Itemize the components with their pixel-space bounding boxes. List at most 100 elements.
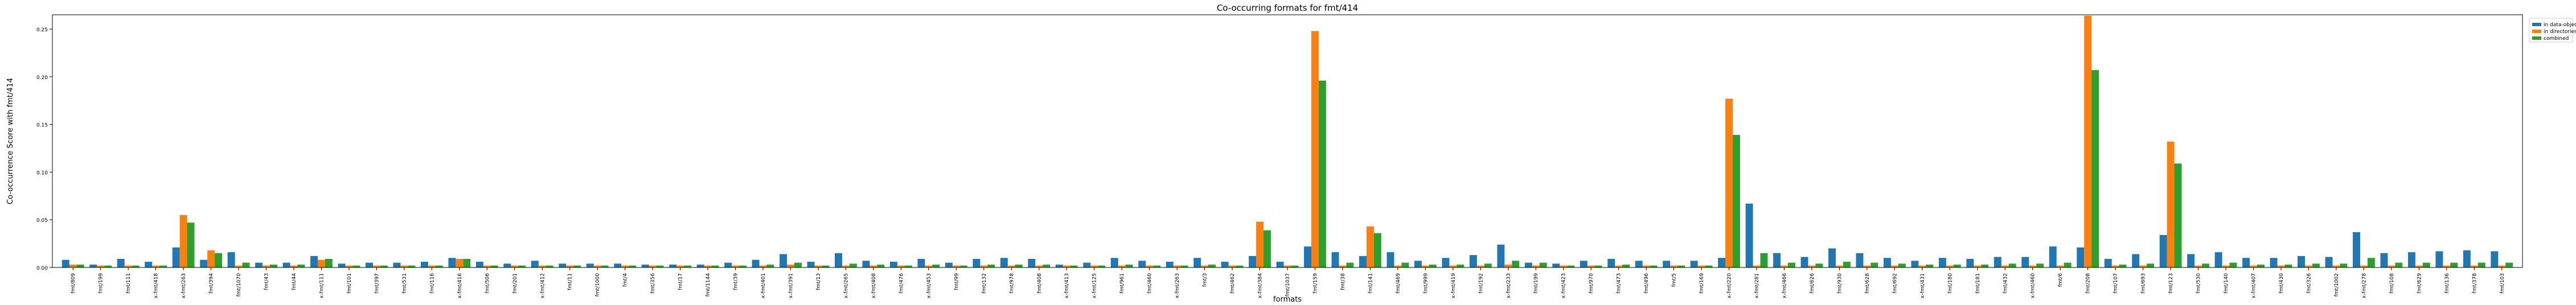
bar xyxy=(1690,261,1698,267)
bar xyxy=(1283,265,1291,267)
x-tick-label: fmt/626 xyxy=(1810,273,1815,294)
bar xyxy=(629,265,637,267)
bar xyxy=(2435,251,2443,267)
bar xyxy=(76,264,84,267)
bar xyxy=(2001,265,2009,267)
chart-title: Co-occurring formats for fmt/414 xyxy=(1217,3,1358,13)
bar xyxy=(1457,264,1465,267)
bar xyxy=(621,265,629,267)
x-tick-label: x-fmt/278 xyxy=(2361,273,2367,299)
x-tick-label: x-fmt/263 xyxy=(1175,273,1180,298)
x-tick-label: fmt/4 xyxy=(623,273,629,287)
x-tick-label: fmt/460 xyxy=(1147,273,1153,294)
x-tick-label: fmt/13 xyxy=(816,273,822,290)
bar xyxy=(2250,265,2257,267)
x-tick-label: x-fmt/431 xyxy=(1920,273,1926,298)
x-tick-label: fmt/99 xyxy=(954,273,959,290)
bar xyxy=(1926,264,1934,267)
bar xyxy=(400,265,408,267)
bar xyxy=(2029,265,2037,267)
bar xyxy=(1249,255,1257,267)
bar xyxy=(959,265,967,267)
bar xyxy=(2270,258,2278,267)
bar xyxy=(732,265,740,267)
bar xyxy=(97,265,105,267)
x-tick-label: fmt/326 xyxy=(2306,273,2312,294)
bar xyxy=(1015,264,1023,267)
bar xyxy=(641,264,649,267)
bar xyxy=(352,265,360,267)
x-tick-label: x-fmt/233 xyxy=(1506,273,1512,298)
bar xyxy=(1090,265,1098,267)
bar xyxy=(1373,233,1381,267)
bar xyxy=(2111,265,2119,267)
x-tick-label: fmt/136 xyxy=(2444,273,2450,294)
bar xyxy=(877,264,885,267)
bar xyxy=(1208,264,1216,267)
bar xyxy=(2159,235,2167,267)
x-tick-label: fmt/11 xyxy=(568,273,573,290)
y-tick-label: 0.10 xyxy=(36,170,48,176)
bar xyxy=(1580,261,1588,267)
bar xyxy=(1125,264,1133,267)
bar xyxy=(448,258,456,267)
x-tick-label: fmt/978 xyxy=(1009,273,1015,294)
x-tick-label: fmt/44 xyxy=(292,273,297,290)
bar xyxy=(518,265,526,267)
bar xyxy=(2222,265,2230,267)
bar xyxy=(235,265,243,267)
bar xyxy=(420,261,428,267)
bar xyxy=(179,215,187,267)
bar xyxy=(925,265,933,267)
bar xyxy=(1552,263,1560,267)
x-tick-label: x-fmt/416 xyxy=(457,273,463,299)
bar xyxy=(2229,262,2237,267)
x-tick-label: fmt/1000 xyxy=(595,273,601,297)
x-tick-label: x-fmt/460 xyxy=(2031,273,2036,299)
bar xyxy=(849,263,857,267)
bar xyxy=(1966,258,1974,267)
x-tick-label: fmt/1037 xyxy=(1285,273,1291,296)
bar xyxy=(759,265,767,267)
bar xyxy=(1346,262,1354,267)
bar xyxy=(1512,261,1520,267)
bar xyxy=(2036,263,2044,267)
bar xyxy=(1622,264,1630,267)
bar xyxy=(1863,265,1871,267)
bar xyxy=(1993,257,2001,267)
x-tick-label: fmt/3 xyxy=(1203,273,1208,287)
legend-label: in directories xyxy=(2544,29,2576,35)
bar xyxy=(475,261,483,267)
legend-swatch xyxy=(2532,36,2541,40)
bar xyxy=(1449,265,1457,267)
bar xyxy=(2463,250,2471,267)
bar xyxy=(1539,262,1547,267)
x-tick-label: x-fmt/408 xyxy=(871,273,877,299)
bar xyxy=(152,265,160,267)
bar xyxy=(1442,258,1450,267)
bar xyxy=(2312,263,2320,267)
bar xyxy=(1366,226,1374,267)
x-tick-label: fmt/930 xyxy=(1837,273,1843,294)
bar xyxy=(787,264,794,267)
x-tick-label: x-fmt/453 xyxy=(926,273,932,298)
bar xyxy=(145,261,153,267)
bar xyxy=(2422,262,2430,267)
bar xyxy=(408,265,416,267)
bar xyxy=(1843,261,1851,267)
x-tick-label: fmt/192 xyxy=(1478,273,1484,294)
bar xyxy=(215,253,222,267)
bar xyxy=(338,263,346,267)
bar xyxy=(1256,221,1264,267)
bar xyxy=(2415,265,2423,267)
bar xyxy=(270,264,277,267)
x-tick-label: fmt/356 xyxy=(650,273,656,294)
x-tick-label: fmt/530 xyxy=(2196,273,2202,294)
bar xyxy=(1725,98,1733,267)
bar xyxy=(1228,265,1236,267)
bar xyxy=(242,262,250,267)
bar xyxy=(483,265,491,267)
x-tick-label: fmt/397 xyxy=(374,273,380,294)
bar xyxy=(1815,263,1823,267)
bar xyxy=(1587,265,1595,267)
